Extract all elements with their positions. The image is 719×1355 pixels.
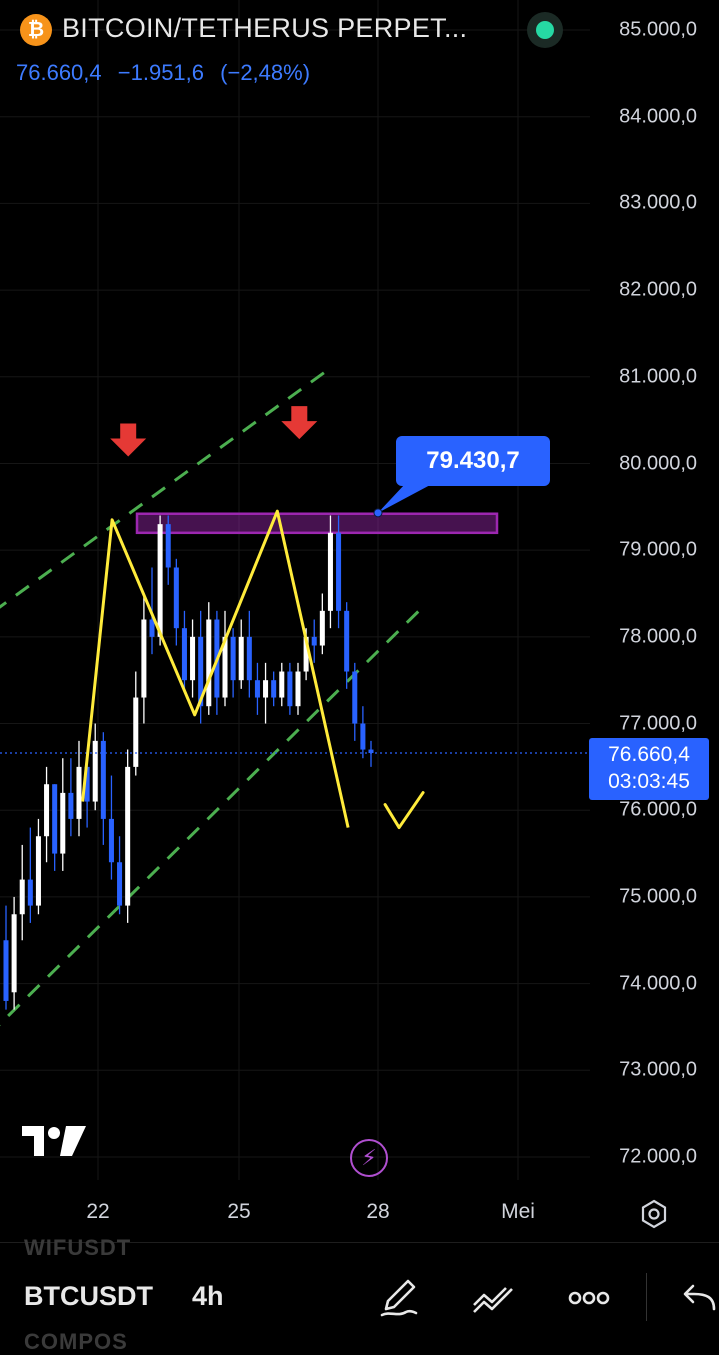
candle-body (295, 671, 301, 707)
price-scale-label: 72.000,0 (619, 1145, 697, 1168)
candle-body (206, 619, 212, 707)
marker-arrow (281, 406, 318, 440)
candle-body (181, 628, 187, 681)
candle-body (287, 671, 293, 707)
quote-last-price: 76.660,4 (16, 60, 102, 85)
pattern-path (81, 509, 350, 828)
candle-body (141, 619, 147, 698)
candle-body (303, 636, 309, 672)
price-scale-label: 74.000,0 (619, 972, 697, 995)
candle-body (198, 636, 204, 707)
channel-upper-line (0, 366, 332, 609)
undo-icon[interactable] (680, 1275, 718, 1321)
price-scale-label: 78.000,0 (619, 625, 697, 648)
quote-change: −1.951,6 (117, 60, 205, 85)
price-scale-label: 85.000,0 (619, 18, 697, 41)
bitcoin-icon: ₿ (20, 14, 52, 46)
callout-anchor (373, 508, 383, 518)
toolbar-divider (646, 1273, 647, 1321)
ghost-symbol-above: WIFUSDT (24, 1235, 132, 1260)
last-price-tag: 76.660,4 03:03:45 (589, 738, 709, 800)
price-chart[interactable] (0, 0, 719, 1240)
candle-body (157, 524, 163, 637)
price-scale-label: 81.000,0 (619, 365, 697, 388)
price-scale-label: 79.000,0 (619, 538, 697, 561)
drawing-tools-icon[interactable] (470, 1275, 516, 1321)
candle-body (263, 680, 269, 698)
candle-body (336, 532, 342, 611)
price-scale-label: 84.000,0 (619, 105, 697, 128)
resistance-zone (135, 512, 499, 535)
interval-selector[interactable]: 4h (192, 1281, 224, 1311)
candle-body (319, 610, 325, 646)
candle-body (368, 749, 374, 754)
candle-body (27, 879, 33, 906)
status-dot-icon[interactable] (527, 12, 563, 48)
candle-body (254, 680, 260, 698)
candle-body (92, 740, 98, 802)
callout-pointer (378, 484, 432, 513)
symbol-selector[interactable]: BTCUSDT (24, 1281, 153, 1311)
candle-body (11, 914, 17, 993)
pattern-arrowhead (383, 791, 425, 830)
candle-body (190, 636, 196, 681)
candle-body (238, 636, 244, 681)
candle-body (76, 766, 82, 819)
candle-body (52, 784, 58, 854)
candle-body (279, 671, 285, 698)
candle-body (60, 792, 66, 854)
price-scale-label: 73.000,0 (619, 1058, 697, 1081)
price-callout[interactable]: 79.430,7 (396, 436, 550, 486)
candle-body (19, 879, 25, 915)
candle-body (344, 610, 350, 672)
time-scale-label: 25 (227, 1200, 251, 1223)
price-scale-label: 77.000,0 (619, 712, 697, 735)
pencil-icon[interactable] (376, 1275, 422, 1321)
candle-body (117, 862, 123, 906)
flash-icon[interactable]: ⚡ (350, 1139, 388, 1177)
candle-body (44, 784, 50, 837)
candle-body (149, 619, 155, 637)
chart-header: ₿ BITCOIN/TETHERUS PERPET... 76.660,4 −1… (0, 0, 590, 100)
candle-body (165, 524, 171, 568)
time-scale-label: Mei (501, 1200, 535, 1223)
candle-body (108, 818, 114, 863)
bar-countdown: 03:03:45 (608, 770, 690, 793)
candle-body (246, 636, 252, 681)
candle-body (125, 766, 131, 906)
price-scale-label: 83.000,0 (619, 191, 697, 214)
candle-body (84, 766, 90, 802)
bottom-toolbar: WIFUSDT BTCUSDT 4h COMPOS (0, 1235, 719, 1355)
settings-icon[interactable] (638, 1198, 670, 1230)
price-scale-label: 75.000,0 (619, 885, 697, 908)
ghost-symbol-below: COMPOS (24, 1329, 128, 1354)
price-scale-label: 82.000,0 (619, 278, 697, 301)
marker-arrow (110, 423, 147, 457)
symbol-title[interactable]: BITCOIN/TETHERUS PERPET... (62, 13, 468, 43)
candle-body (35, 836, 41, 906)
candle-body (222, 636, 228, 698)
candle-body (173, 567, 179, 629)
tradingview-logo-icon (22, 1126, 86, 1156)
price-quote: 76.660,4 −1.951,6 (−2,48%) (16, 60, 320, 86)
candle-body (327, 532, 333, 611)
more-icon[interactable] (566, 1275, 612, 1321)
price-scale-label: 76.000,0 (619, 798, 697, 821)
last-price-value: 76.660,4 (608, 743, 690, 766)
candle-body (133, 697, 139, 767)
quote-change-pct: (−2,48%) (220, 60, 311, 85)
time-scale-label: 28 (366, 1200, 390, 1223)
candle-body (311, 636, 317, 646)
candle-body (100, 740, 106, 819)
candle-body (3, 940, 9, 1001)
candle-body (68, 792, 74, 819)
candle-body (352, 671, 358, 724)
candle-body (360, 723, 366, 750)
price-scale-label: 80.000,0 (619, 452, 697, 474)
candle-body (271, 680, 277, 698)
candle-body (230, 636, 236, 681)
time-scale-label: 22 (86, 1200, 110, 1223)
